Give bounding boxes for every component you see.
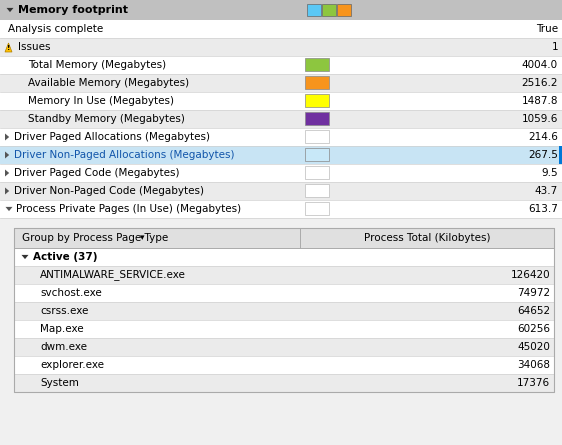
Polygon shape [5, 170, 9, 177]
FancyBboxPatch shape [0, 164, 562, 182]
FancyBboxPatch shape [0, 146, 562, 164]
FancyBboxPatch shape [14, 374, 554, 392]
Polygon shape [5, 134, 9, 141]
Text: 1059.6: 1059.6 [522, 114, 558, 124]
FancyBboxPatch shape [0, 182, 562, 200]
Text: Issues: Issues [18, 42, 51, 52]
Text: System: System [40, 378, 79, 388]
Text: Memory footprint: Memory footprint [18, 5, 128, 15]
Text: 214.6: 214.6 [528, 132, 558, 142]
Text: Standby Memory (Megabytes): Standby Memory (Megabytes) [28, 114, 185, 124]
Text: 34068: 34068 [517, 360, 550, 370]
Text: 74972: 74972 [517, 288, 550, 298]
FancyBboxPatch shape [305, 130, 329, 143]
Text: 2516.2: 2516.2 [522, 78, 558, 88]
Text: 4004.0: 4004.0 [522, 60, 558, 70]
FancyBboxPatch shape [305, 202, 329, 215]
Text: svchost.exe: svchost.exe [40, 288, 102, 298]
FancyBboxPatch shape [0, 128, 562, 146]
Text: Map.exe: Map.exe [40, 324, 84, 334]
Text: Driver Non-Paged Allocations (Megabytes): Driver Non-Paged Allocations (Megabytes) [14, 150, 234, 160]
FancyBboxPatch shape [0, 110, 562, 128]
FancyBboxPatch shape [0, 92, 562, 110]
FancyBboxPatch shape [307, 4, 321, 16]
FancyBboxPatch shape [14, 284, 554, 302]
Text: Driver Paged Code (Megabytes): Driver Paged Code (Megabytes) [14, 168, 179, 178]
FancyBboxPatch shape [337, 4, 351, 16]
FancyBboxPatch shape [305, 58, 329, 71]
Text: csrss.exe: csrss.exe [40, 306, 88, 316]
FancyBboxPatch shape [0, 74, 562, 92]
Polygon shape [5, 187, 9, 194]
Text: Total Memory (Megabytes): Total Memory (Megabytes) [28, 60, 166, 70]
Text: Available Memory (Megabytes): Available Memory (Megabytes) [28, 78, 189, 88]
Text: 17376: 17376 [517, 378, 550, 388]
Text: Memory In Use (Megabytes): Memory In Use (Megabytes) [28, 96, 174, 106]
FancyBboxPatch shape [0, 38, 562, 56]
FancyBboxPatch shape [0, 20, 562, 38]
Polygon shape [7, 8, 13, 12]
FancyBboxPatch shape [14, 266, 554, 284]
Text: !: ! [7, 45, 10, 51]
Text: Process Total (Kilobytes): Process Total (Kilobytes) [364, 233, 490, 243]
Text: explorer.exe: explorer.exe [40, 360, 104, 370]
FancyBboxPatch shape [0, 0, 562, 20]
Text: 1487.8: 1487.8 [522, 96, 558, 106]
FancyBboxPatch shape [0, 200, 562, 218]
Text: Active (37): Active (37) [33, 252, 97, 262]
Text: dwm.exe: dwm.exe [40, 342, 87, 352]
FancyBboxPatch shape [14, 302, 554, 320]
Polygon shape [21, 255, 29, 259]
Polygon shape [5, 151, 9, 158]
FancyBboxPatch shape [14, 228, 554, 248]
Polygon shape [5, 43, 12, 52]
Text: True: True [536, 24, 558, 34]
Text: ANTIMALWARE_SERVICE.exe: ANTIMALWARE_SERVICE.exe [40, 270, 186, 280]
FancyBboxPatch shape [322, 4, 336, 16]
FancyBboxPatch shape [14, 320, 554, 338]
Text: ▾: ▾ [140, 234, 144, 243]
FancyBboxPatch shape [559, 146, 562, 164]
Text: 613.7: 613.7 [528, 204, 558, 214]
Text: 126420: 126420 [510, 270, 550, 280]
Text: 64652: 64652 [517, 306, 550, 316]
Text: 9.5: 9.5 [541, 168, 558, 178]
Text: Driver Paged Allocations (Megabytes): Driver Paged Allocations (Megabytes) [14, 132, 210, 142]
FancyBboxPatch shape [14, 356, 554, 374]
Text: 267.5: 267.5 [528, 150, 558, 160]
FancyBboxPatch shape [305, 112, 329, 125]
FancyBboxPatch shape [305, 94, 329, 107]
Text: 60256: 60256 [517, 324, 550, 334]
Text: 1: 1 [551, 42, 558, 52]
Text: Driver Non-Paged Code (Megabytes): Driver Non-Paged Code (Megabytes) [14, 186, 204, 196]
Text: Group by Process Page Type: Group by Process Page Type [22, 233, 168, 243]
FancyBboxPatch shape [14, 338, 554, 356]
FancyBboxPatch shape [305, 76, 329, 89]
FancyBboxPatch shape [305, 166, 329, 179]
FancyBboxPatch shape [305, 148, 329, 161]
FancyBboxPatch shape [0, 56, 562, 74]
Polygon shape [6, 207, 12, 211]
Text: 45020: 45020 [517, 342, 550, 352]
Text: Analysis complete: Analysis complete [8, 24, 103, 34]
Text: 43.7: 43.7 [535, 186, 558, 196]
FancyBboxPatch shape [305, 184, 329, 197]
FancyBboxPatch shape [14, 248, 554, 266]
Text: Process Private Pages (In Use) (Megabytes): Process Private Pages (In Use) (Megabyte… [16, 204, 241, 214]
